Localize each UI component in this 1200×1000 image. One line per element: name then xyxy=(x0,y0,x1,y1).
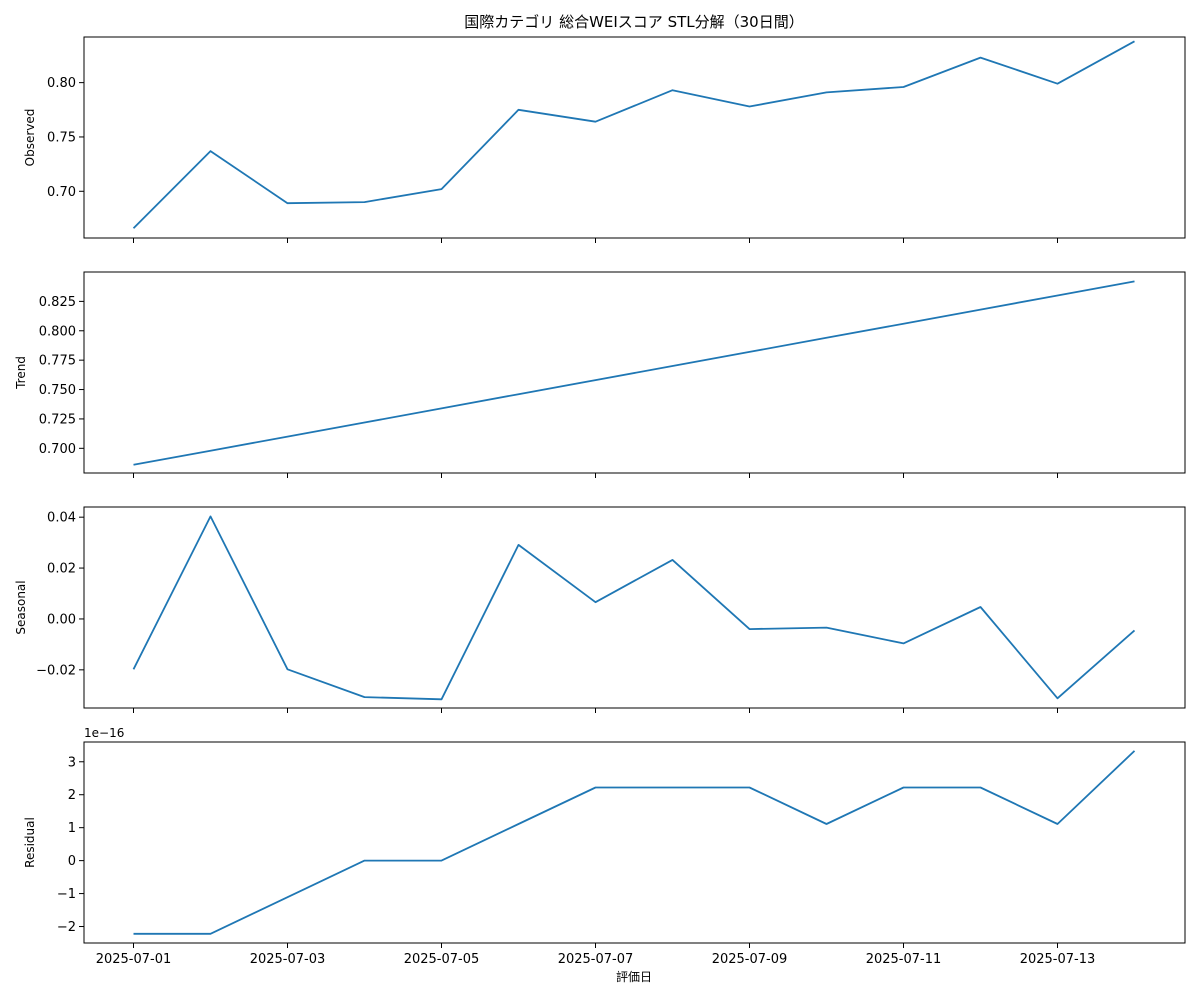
y-tick-label: 0.775 xyxy=(39,354,76,369)
x-tick-label: 2025-07-05 xyxy=(404,952,480,967)
y-axis-label: Trend xyxy=(14,356,28,390)
y-tick-label: 0.80 xyxy=(47,76,76,91)
x-axis-label: 評価日 xyxy=(616,969,652,984)
y-tick-label: 0.00 xyxy=(47,612,76,627)
panel-observed: 0.70 0.75 0.80 Observed xyxy=(23,36,1186,243)
y-offset-label: 1e−16 xyxy=(84,726,124,740)
y-tick-label: −0.02 xyxy=(36,663,76,678)
x-tick-label: 2025-07-03 xyxy=(250,952,326,967)
y-tick-label: 0.04 xyxy=(47,511,76,526)
y-axis-label: Seasonal xyxy=(14,580,28,634)
y-tick-label: 0.02 xyxy=(47,562,76,577)
series-line-seasonal xyxy=(132,515,1136,701)
y-tick-label: 0.75 xyxy=(47,130,76,145)
y-tick-label: −1 xyxy=(57,887,76,902)
plot-frame xyxy=(83,271,1186,474)
y-axis-label: Residual xyxy=(23,817,37,868)
y-tick-label: 3 xyxy=(68,755,76,770)
y-tick-label: 2 xyxy=(68,788,76,803)
y-tick-label: 0.700 xyxy=(39,442,76,457)
y-tick-label: 0.70 xyxy=(47,185,76,200)
y-tick-label: 0 xyxy=(68,854,76,869)
panel-seasonal: −0.02 0.00 0.02 0.04 Seasonal xyxy=(14,506,1186,713)
plot-frame xyxy=(83,741,1186,944)
x-tick-label: 2025-07-09 xyxy=(712,952,788,967)
y-tick-label: 0.825 xyxy=(39,295,76,310)
y-tick-label: 0.725 xyxy=(39,412,76,427)
series-line-trend xyxy=(133,280,1135,466)
chart-title: 国際カテゴリ 総合WEIスコア STL分解（30日間） xyxy=(464,13,803,31)
plot-frame xyxy=(83,506,1186,709)
panel-residual: −2 −1 0 1 2 3 Residual 1e−16 xyxy=(23,726,1186,948)
x-tick-label: 2025-07-01 xyxy=(96,952,172,967)
panel-trend: 0.700 0.725 0.750 0.775 0.800 0.825 Trend xyxy=(14,271,1186,478)
series-line-observed xyxy=(132,40,1135,229)
x-tick-label: 2025-07-11 xyxy=(866,952,942,967)
x-tick-label: 2025-07-07 xyxy=(558,952,634,967)
series-line-residual xyxy=(133,750,1136,935)
plot-frame xyxy=(83,36,1186,239)
y-tick-label: −2 xyxy=(57,920,76,935)
y-axis-label: Observed xyxy=(23,109,37,167)
x-axis: 2025-07-01 2025-07-03 2025-07-05 2025-07-07… xyxy=(96,952,1096,967)
x-tick-label: 2025-07-13 xyxy=(1020,952,1096,967)
panels: 0.70 0.75 0.80 Observed 0.700 0.725 0.750 0.775… xyxy=(14,36,1186,948)
y-tick-label: 1 xyxy=(68,821,76,836)
y-tick-label: 0.750 xyxy=(39,383,76,398)
y-tick-label: 0.800 xyxy=(39,324,76,339)
